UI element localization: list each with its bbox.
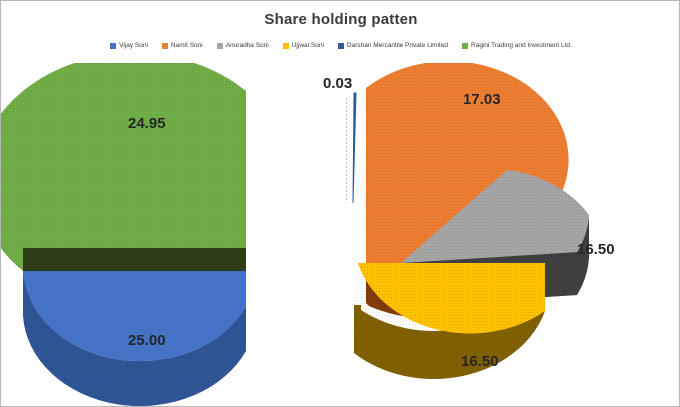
slice-group-darshan-mercantile	[352, 92, 357, 204]
slice-cut-plane-left	[23, 248, 246, 271]
data-label-namit-soni: 17.03	[463, 91, 501, 108]
legend-swatch-icon	[110, 43, 117, 50]
data-label-anuradha-soni: 16.50	[577, 241, 615, 258]
left-half-texture	[1, 63, 246, 406]
legend-swatch-icon	[161, 43, 168, 50]
legend-item-namit-soni[interactable]: Namit Soni	[161, 42, 203, 50]
slice-group-ujjwal-soni	[354, 263, 545, 380]
slice-top-vijay-soni[interactable]	[23, 271, 246, 362]
legend-item-label: Namit Soni	[170, 42, 203, 49]
data-label-vijay-soni: 25.00	[128, 332, 166, 349]
legend-item-label: Darshan Mercantile Private Limited	[346, 42, 449, 49]
legend-item-darshan-mercantile[interactable]: Darshan Mercantile Private Limited	[337, 42, 449, 50]
slice-texture-ujjwal	[354, 263, 545, 380]
pie-chart-graphic	[1, 63, 589, 406]
data-label-darshan-mercantile: 0.03	[323, 75, 353, 92]
legend-swatch-icon	[337, 43, 344, 50]
legend-item-label: Ujjwal Soni	[291, 42, 324, 49]
data-label-ujjwal-soni: 16.50	[461, 353, 499, 370]
data-label-ragini-trading: 24.95	[128, 115, 166, 132]
legend-swatch-icon	[462, 43, 469, 50]
legend-item-label: Ragini Trading and Investment Ltd.	[471, 42, 572, 49]
legend-item-vijay-soni[interactable]: Vijay Soni	[110, 42, 148, 50]
legend-item-ragini-trading[interactable]: Ragini Trading and Investment Ltd.	[462, 42, 572, 50]
page-title: Share holding patten	[264, 11, 418, 28]
legend-swatch-icon	[216, 43, 223, 50]
legend-item-anuradha-soni[interactable]: Anuradha Soni	[216, 42, 269, 50]
left-half-group	[1, 63, 246, 406]
leader-line-darshan	[346, 98, 347, 203]
chart-legend: Vijay Soni Namit Soni Anuradha Soni Ujjw…	[1, 42, 679, 50]
legend-item-label: Anuradha Soni	[225, 42, 269, 49]
legend-swatch-icon	[282, 43, 289, 50]
legend-item-ujjwal-soni[interactable]: Ujjwal Soni	[282, 42, 324, 50]
legend-item-label: Vijay Soni	[119, 42, 148, 49]
slice-top-darshan-mercantile[interactable]	[352, 92, 357, 204]
pie-chart-plot-area: 0.03 17.03 16.50 16.50 25.00 24.95	[1, 63, 679, 406]
